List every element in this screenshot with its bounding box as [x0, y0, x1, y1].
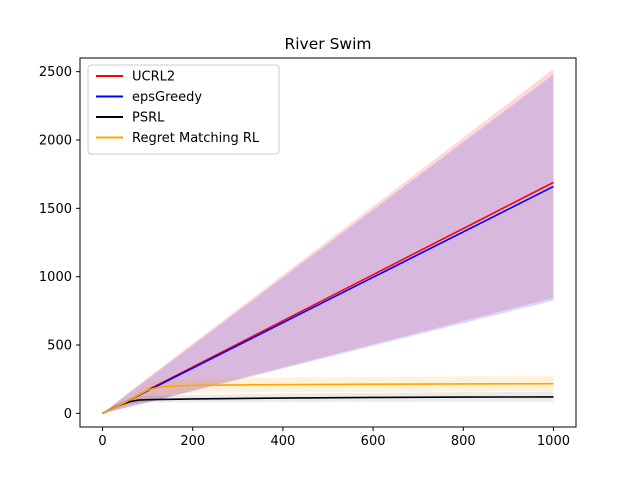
y-tick-label: 0 [64, 407, 72, 422]
y-tick-label: 2000 [39, 134, 72, 149]
x-tick-label: 1000 [537, 434, 570, 449]
series-lines [102, 181, 554, 415]
legend-box [87, 64, 280, 155]
y-tick-label: 500 [47, 339, 72, 354]
plot-frame [79, 57, 577, 428]
y-axis: 0 500 1000 1500 2000 2500 [39, 65, 80, 422]
line-regret-matching-rl [102, 382, 554, 415]
legend-label-regret-matching-rl: Regret Matching RL [132, 131, 260, 146]
x-tick-label: 0 [98, 434, 106, 449]
y-tick-label: 2500 [39, 65, 72, 80]
chart-title: River Swim [284, 35, 371, 53]
y-tick-label: 1000 [39, 270, 72, 285]
x-tick-label: 600 [361, 434, 386, 449]
y-tick-label: 1500 [39, 202, 72, 217]
legend-label-epsgreedy: epsGreedy [132, 90, 202, 105]
legend: UCRL2 epsGreedy PSRL Regret Matching RL [87, 64, 280, 155]
legend-label-psrl: PSRL [132, 111, 165, 126]
x-axis: 0 200 400 600 800 1000 [98, 427, 570, 449]
band-epsgreedy [102, 74, 554, 414]
x-tick-label: 200 [180, 434, 205, 449]
x-tick-label: 800 [451, 434, 476, 449]
legend-label-ucrl2: UCRL2 [132, 70, 175, 85]
band-ucrl2 [102, 68, 554, 414]
x-tick-label: 400 [270, 434, 295, 449]
